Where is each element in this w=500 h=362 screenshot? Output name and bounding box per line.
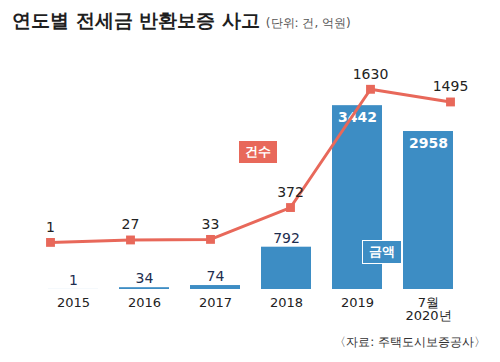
svg-text:2958: 2958 <box>409 135 448 151</box>
svg-text:372: 372 <box>277 184 304 200</box>
svg-text:2017: 2017 <box>199 295 232 310</box>
html-text:연도별 전세금 반환보증 사고 (단위: 건, 억원): 연도별 전세금 반환보증 사고 (단위: 건, 억원) <box>12 9 351 31</box>
svg-text:1: 1 <box>46 219 55 235</box>
svg-text:2018: 2018 <box>270 295 303 310</box>
svg-text:792: 792 <box>273 230 300 246</box>
html-text:금액: 금액 <box>369 244 395 259</box>
svg-text:2019: 2019 <box>341 295 374 310</box>
svg-text:7월2020년: 7월2020년 <box>405 295 451 323</box>
svg-text:2015: 2015 <box>57 295 90 310</box>
svg-text:74: 74 <box>207 268 225 284</box>
svg-text:33: 33 <box>202 216 220 232</box>
svg-text:34: 34 <box>136 270 154 286</box>
svg-text:1495: 1495 <box>433 78 469 94</box>
svg-text:3442: 3442 <box>338 109 377 125</box>
svg-text:27: 27 <box>122 216 140 232</box>
html-text:〈자료: 주택도시보증공사〉: 〈자료: 주택도시보증공사〉 <box>334 335 486 349</box>
html-text:건수: 건수 <box>245 144 271 159</box>
svg-text:1630: 1630 <box>353 66 389 82</box>
svg-text:1: 1 <box>69 272 78 288</box>
svg-text:2016: 2016 <box>128 295 161 310</box>
